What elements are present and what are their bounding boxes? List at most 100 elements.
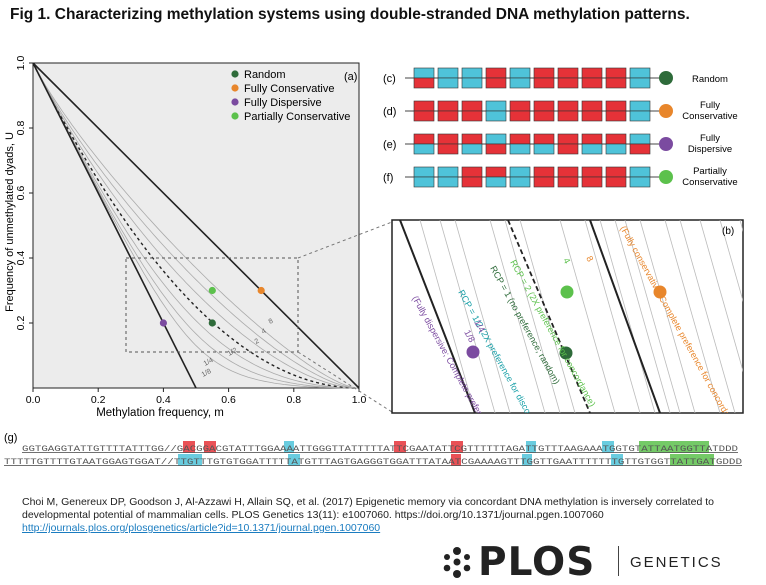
- panel-b-curve: [664, 220, 721, 413]
- sequence-highlight: [284, 441, 294, 453]
- cpg-bottom: [437, 143, 459, 155]
- cpg-top: [413, 67, 435, 79]
- cpg-top: [485, 67, 507, 79]
- cpg-top: [605, 133, 627, 145]
- pattern-name: Partially: [693, 166, 727, 177]
- cpg-bottom: [509, 176, 531, 188]
- cpg-top: [605, 166, 627, 178]
- panel-b-annotation-n4: 4: [561, 256, 572, 265]
- x-tick-label: 0.8: [286, 394, 301, 406]
- zoom-box: [125, 257, 299, 353]
- y-tick-label: 0.6: [15, 186, 27, 201]
- cpg-bottom: [485, 176, 507, 188]
- pattern-marker: [659, 71, 673, 85]
- data-point: [208, 286, 216, 295]
- cpg-top: [413, 133, 435, 145]
- rcp-curve: [32, 62, 359, 389]
- rcp-curve: [32, 62, 360, 389]
- cpg-bottom: [557, 143, 579, 155]
- sequence-highlight: [526, 441, 536, 453]
- cpg-top: [629, 133, 651, 145]
- panel-b-curve: [739, 220, 743, 232]
- cpg-bottom: [533, 77, 555, 89]
- panel-b-curve: [584, 220, 641, 413]
- legend-marker: [231, 98, 239, 106]
- pattern-marker: [659, 170, 673, 184]
- data-point: [159, 319, 167, 327]
- curve-label: 1/4: [203, 357, 215, 368]
- cpg-bottom: [605, 176, 627, 188]
- panel-b-curve: [679, 220, 736, 413]
- cpg-bottom: [413, 176, 435, 188]
- cpg-top: [437, 166, 459, 178]
- plos-wordmark: PLOS: [478, 540, 596, 585]
- curve-label: 8: [268, 318, 275, 326]
- sequence-highlight: [183, 441, 195, 453]
- cpg-bottom: [437, 110, 459, 122]
- cpg-bottom: [533, 143, 555, 155]
- panel-label: (e): [383, 139, 396, 151]
- sequence-highlight: [451, 441, 463, 453]
- curve-label: 1/8: [201, 368, 213, 379]
- legend-marker: [231, 112, 239, 120]
- sequence-bottom-strand: TTTTTGTTTTGTAATGGAGTGGAT//TTGTTTGTGTGGAT…: [4, 457, 742, 467]
- panel-label: (c): [383, 73, 396, 85]
- cpg-top: [485, 100, 507, 112]
- cpg-top: [581, 100, 603, 112]
- journal-name: GENETICS: [630, 554, 723, 571]
- cpg-top: [509, 133, 531, 145]
- citation: Choi M, Genereux DP, Goodson J, Al-Azzaw…: [22, 496, 722, 535]
- panel-b: (Fully conservative; Complete preference…: [391, 219, 744, 414]
- x-tick-label: 0.0: [26, 394, 41, 406]
- data-point: [208, 319, 216, 327]
- cpg-bottom: [533, 110, 555, 122]
- fully-conservative-boundary: [32, 62, 360, 389]
- cpg-top: [485, 166, 507, 178]
- cpg-top: [461, 67, 483, 79]
- panel-b-annotation-n8: 8: [584, 254, 595, 263]
- panel-b-curve: [599, 220, 656, 413]
- sequence-top-strand: GGTGAGGTATTGTTTTATTTGG//GACGGACGTATTTGGA…: [22, 444, 738, 454]
- panel-a-label: (a): [344, 71, 357, 83]
- cpg-bottom: [557, 110, 579, 122]
- cpg-top: [533, 67, 555, 79]
- cpg-bottom: [533, 176, 555, 188]
- panel-b-curve: [699, 220, 743, 373]
- cpg-bottom: [485, 77, 507, 89]
- panel-b-curve: [519, 220, 576, 413]
- legend-label: Partially Conservative: [244, 111, 350, 123]
- cpg-bottom: [605, 77, 627, 89]
- sequence-highlight: [204, 441, 216, 453]
- legend-label: Fully Dispersive: [244, 97, 322, 109]
- cpg-top: [533, 166, 555, 178]
- cpg-top: [581, 166, 603, 178]
- cpg-bottom: [509, 110, 531, 122]
- y-tick-label: 1.0: [15, 56, 27, 71]
- fully-dispersive-boundary: [399, 220, 476, 413]
- citation-link[interactable]: http://journals.plos.org/plosgenetics/ar…: [22, 522, 381, 534]
- cpg-bottom: [629, 77, 651, 89]
- cpg-top: [437, 67, 459, 79]
- cpg-bottom: [437, 176, 459, 188]
- random-curve: [507, 220, 591, 413]
- cpg-bottom: [413, 110, 435, 122]
- sequence-highlight: [451, 454, 461, 466]
- x-tick-label: 0.4: [156, 394, 171, 406]
- cpg-bottom: [461, 77, 483, 89]
- pattern-name: Fully: [700, 133, 720, 144]
- fully-dispersive-boundary: [32, 62, 197, 389]
- data-point: [257, 286, 265, 295]
- panel-label: (d): [383, 106, 396, 118]
- cpg-bottom: [413, 143, 435, 155]
- pattern-name: Conservative: [682, 177, 737, 188]
- cpg-top: [581, 133, 603, 145]
- citation-text: Choi M, Genereux DP, Goodson J, Al-Azzaw…: [22, 496, 714, 521]
- panel-b-curve: [454, 220, 511, 413]
- cpg-top: [461, 133, 483, 145]
- cpg-bottom: [461, 176, 483, 188]
- cpg-top: [461, 100, 483, 112]
- cpg-top: [581, 67, 603, 79]
- cpg-bottom: [485, 143, 507, 155]
- panel-b-point: [466, 345, 480, 359]
- cpg-bottom: [557, 176, 579, 188]
